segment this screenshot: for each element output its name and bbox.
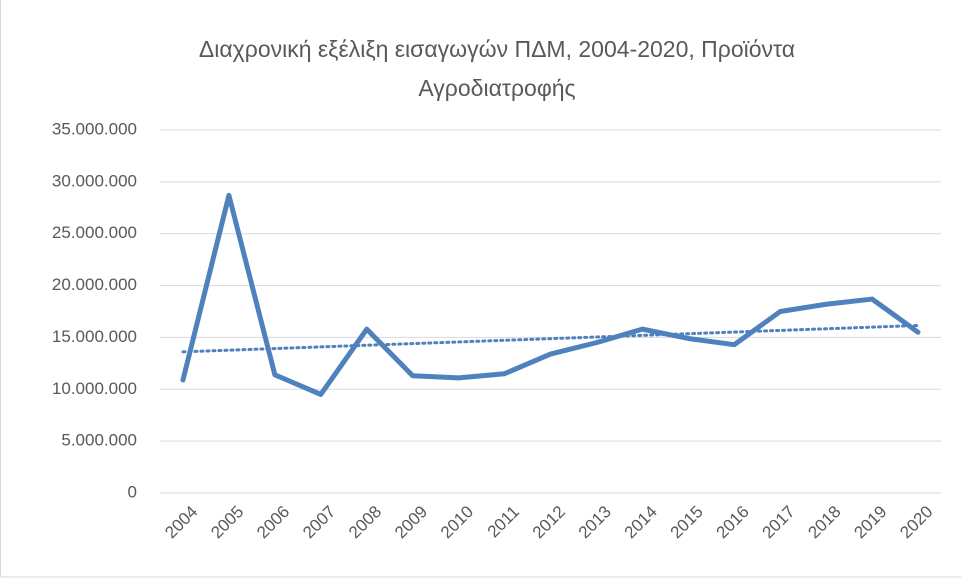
x-tick-label: 2011 [484,502,523,541]
x-tick-label: 2020 [896,502,936,542]
x-tick-label: 2013 [575,502,615,542]
x-tick-label: 2007 [299,502,339,542]
x-tick-label: 2004 [161,502,201,542]
x-tick-label: 2005 [207,502,247,542]
x-tick-label: 2015 [667,502,707,542]
x-tick-label: 2017 [759,502,799,542]
data-line [180,192,921,397]
y-tick-label: 25.000.000 [52,223,137,242]
y-tick-label: 10.000.000 [52,379,137,398]
x-tick-label: 2018 [804,502,844,542]
trendline [181,323,920,354]
y-tick-label: 5.000.000 [61,431,137,450]
x-tick-label: 2014 [621,502,661,542]
x-tick-label: 2019 [850,502,890,542]
y-tick-label: 0 [128,482,137,501]
x-tick-label: 2016 [713,502,753,542]
x-tick-label: 2010 [437,502,477,542]
y-tick-label: 30.000.000 [52,171,137,190]
x-tick-label: 2006 [253,502,293,542]
y-tick-label: 15.000.000 [52,327,137,346]
chart-title: Διαχρονική εξέλιξη εισαγωγών ΠΔΜ, 2004-2… [198,36,796,101]
y-tick-label: 35.000.000 [52,119,137,138]
x-tick-label: 2009 [391,502,431,542]
y-tick-label: 20.000.000 [52,275,137,294]
x-tick-label: 2008 [345,502,385,542]
x-tick-label: 2012 [529,502,569,542]
